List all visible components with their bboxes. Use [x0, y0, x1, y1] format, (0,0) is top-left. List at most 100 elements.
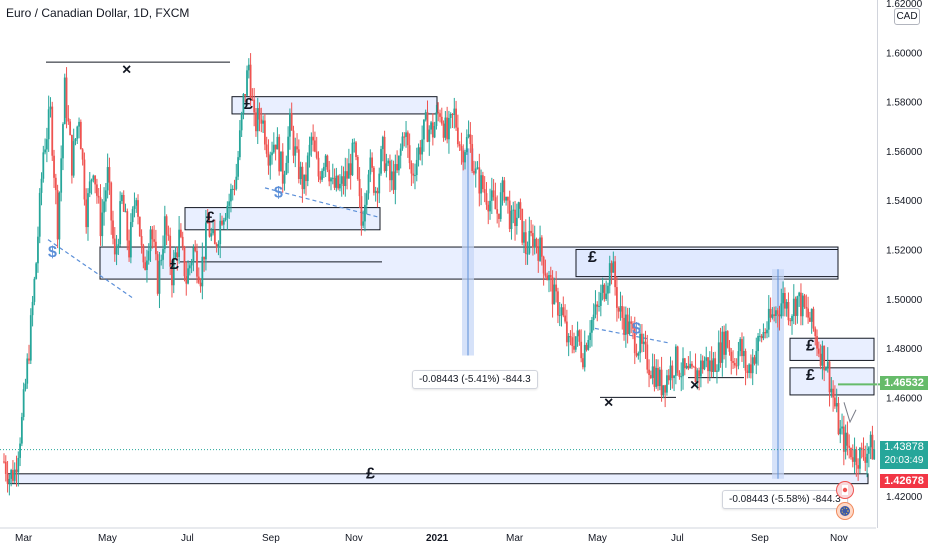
candle-body — [449, 113, 452, 118]
candle-body — [703, 360, 706, 370]
x-tick-label: Mar — [15, 533, 33, 544]
candle-body — [610, 263, 613, 273]
candle-body — [630, 321, 633, 324]
candle-body — [222, 219, 225, 225]
candle-body — [196, 250, 198, 277]
candle-body — [408, 145, 411, 164]
candle-body — [732, 361, 734, 363]
candle-body — [717, 342, 720, 371]
candle-body — [669, 365, 672, 381]
candle-body — [501, 180, 504, 193]
candle-body — [108, 167, 111, 183]
candle-body — [692, 366, 695, 368]
candle-body — [296, 146, 298, 150]
candle-body — [666, 375, 668, 393]
candle-body — [523, 232, 525, 243]
candle-body — [735, 365, 738, 367]
supply-demand-zone — [231, 96, 438, 115]
candle-body — [599, 292, 602, 306]
candle-body — [637, 353, 640, 356]
candle-body — [807, 308, 809, 318]
candle-body — [165, 216, 168, 235]
candle-body — [226, 205, 229, 218]
candle-body — [315, 151, 318, 158]
candle-body — [719, 342, 722, 363]
currency-badge[interactable]: CAD — [894, 8, 920, 25]
candle-body — [58, 192, 61, 240]
candle-body — [335, 175, 338, 188]
candle-body — [480, 175, 482, 194]
red-level-tag: 1.42678 — [880, 474, 928, 488]
green-level-tag: 1.46532 — [880, 376, 928, 390]
candle-body — [614, 261, 617, 288]
candle-body — [651, 366, 654, 379]
candle-body — [28, 358, 30, 361]
candle-body — [540, 237, 543, 257]
candle-body — [816, 336, 818, 349]
supply-demand-zone — [789, 367, 875, 396]
candle-body — [776, 310, 779, 315]
candle-body — [29, 315, 32, 361]
euro-flag-icon[interactable] — [836, 502, 854, 520]
candle-body — [271, 152, 273, 156]
candle-body — [785, 302, 788, 309]
candle-body — [812, 308, 815, 329]
candle-body — [648, 369, 650, 376]
candle-body — [72, 141, 75, 176]
candle-body — [830, 388, 833, 393]
candle-body — [439, 113, 441, 117]
x-tick-label: Sep — [751, 533, 769, 544]
candle-body — [22, 389, 25, 417]
candle-body — [17, 457, 20, 473]
candle-body — [51, 106, 54, 156]
candle-body — [337, 175, 340, 189]
candle-body — [381, 136, 384, 150]
candle-body — [246, 70, 248, 96]
candle-body — [653, 366, 656, 387]
candle-body — [104, 190, 107, 202]
y-tick-label: 1.58000 — [886, 98, 923, 109]
candle-body — [476, 167, 479, 169]
candle-body — [792, 298, 795, 317]
candle-body — [683, 358, 686, 369]
candle-body — [841, 426, 843, 429]
candle-body — [471, 144, 474, 172]
candle-body — [455, 108, 457, 128]
candle-body — [181, 236, 184, 247]
candle-body — [707, 357, 709, 372]
candle-body — [421, 139, 424, 155]
candle-body — [92, 175, 95, 180]
candle-body — [88, 181, 91, 194]
candle-body — [119, 201, 122, 245]
candle-body — [492, 190, 495, 198]
candle-body — [67, 117, 70, 122]
candle-body — [238, 130, 241, 158]
candle-body — [346, 171, 348, 179]
candle-body — [385, 163, 388, 172]
candle-body — [56, 190, 59, 240]
candle-body — [333, 177, 336, 188]
candle-body — [90, 179, 93, 182]
candle-body — [113, 238, 116, 255]
candle-body — [237, 157, 239, 177]
candle-body — [294, 146, 297, 156]
candle-body — [355, 142, 357, 157]
candle-body — [783, 292, 786, 309]
candle-body — [853, 449, 856, 462]
candle-body — [331, 177, 334, 179]
measure-label-1: -0.08443 (-5.41%) -844.3 — [412, 370, 538, 389]
candle-body — [557, 291, 559, 316]
candle-body — [649, 375, 652, 379]
candle-body — [274, 144, 277, 150]
candle-body — [314, 140, 316, 152]
candle-body — [417, 147, 420, 160]
candle-body — [605, 293, 608, 300]
candle-body — [817, 348, 820, 354]
canada-flag-icon[interactable] — [836, 481, 854, 499]
candle-body — [42, 152, 45, 179]
candle-body — [433, 125, 436, 138]
candle-body — [94, 175, 97, 185]
candle-body — [281, 151, 284, 184]
candle-body — [342, 176, 345, 187]
